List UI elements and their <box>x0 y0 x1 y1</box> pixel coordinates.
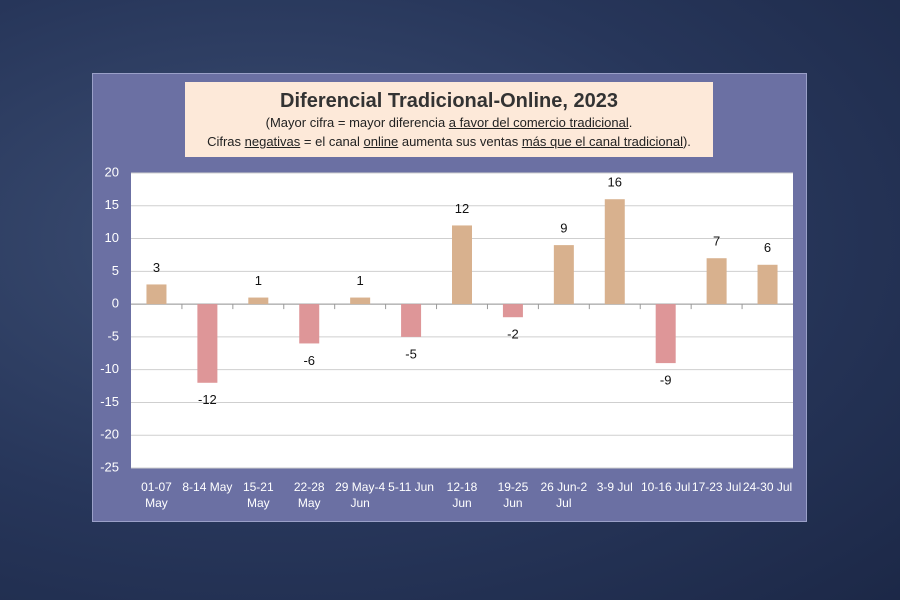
title-box: Diferencial Tradicional-Online, 2023 (Ma… <box>185 82 713 157</box>
y-tick-label: 15 <box>105 197 119 212</box>
bar <box>706 258 727 305</box>
value-label: 9 <box>560 221 567 236</box>
x-tick-label: 3-9 Jul <box>596 480 633 494</box>
subtitle-segment: (Mayor cifra = mayor diferencia <box>265 115 449 130</box>
bar <box>604 199 625 305</box>
x-tick-label: 01-07 May <box>141 480 172 510</box>
y-tick-label: 5 <box>112 263 119 278</box>
x-tick-label: 15-21 May <box>242 480 274 510</box>
subtitle-segment: a favor del comercio tradicional <box>448 115 629 130</box>
value-label: 3 <box>153 260 160 275</box>
subtitle-segment: más que el canal tradicional <box>521 134 683 149</box>
y-tick-label: -15 <box>100 394 119 409</box>
value-label: 7 <box>713 234 720 249</box>
y-tick-label: 20 <box>105 164 119 179</box>
bar <box>248 297 269 305</box>
bar <box>146 284 167 305</box>
value-label: 12 <box>455 201 469 216</box>
value-label: -6 <box>303 353 315 368</box>
value-label: -2 <box>507 327 519 342</box>
subtitle-segment: ). <box>682 134 691 149</box>
value-label: 1 <box>357 273 364 288</box>
x-tick-label: 8-14 May <box>182 480 233 494</box>
x-tick-label: 17-23 Jul <box>691 480 742 494</box>
value-label: 1 <box>255 273 262 288</box>
subtitle-segment: online <box>363 134 399 149</box>
value-label: 16 <box>608 175 622 190</box>
bar <box>502 304 523 318</box>
x-tick-label: 29 May-4 Jun <box>335 480 386 510</box>
x-tick-label: 12-18 Jun <box>446 480 478 510</box>
subtitle-segment: . <box>628 115 633 130</box>
x-tick-label: 24-30 Jul <box>742 480 793 494</box>
x-tick-label: 10-16 Jul <box>640 480 691 494</box>
y-tick-label: 0 <box>112 296 119 311</box>
subtitle-line: Cifras negativas = el canal online aumen… <box>185 132 713 151</box>
x-tick-label: 22-28 May <box>293 480 325 510</box>
plot-area <box>131 173 793 468</box>
x-tick-label: 5-11 Jun <box>388 480 434 494</box>
subtitle: (Mayor cifra = mayor diferencia a favor … <box>185 113 713 151</box>
value-label: -9 <box>660 373 672 388</box>
bar <box>757 264 778 305</box>
bar <box>197 304 218 383</box>
x-tick-label: 26 Jun-2 Jul <box>540 480 588 510</box>
value-label: -12 <box>198 392 217 407</box>
y-tick-label: 10 <box>105 230 119 245</box>
chart-title: Diferencial Tradicional-Online, 2023 <box>280 90 618 112</box>
value-label: -5 <box>405 346 417 361</box>
bar <box>299 304 320 344</box>
subtitle-segment: aumenta sus ventas <box>398 134 522 149</box>
subtitle-segment: = el canal <box>300 134 364 149</box>
bar <box>553 245 574 305</box>
y-tick-label: -5 <box>107 328 119 343</box>
value-label: 6 <box>764 240 771 255</box>
subtitle-segment: negativas <box>244 134 301 149</box>
y-tick-label: -25 <box>100 459 119 474</box>
y-tick-label: -20 <box>100 427 119 442</box>
y-tick-label: -10 <box>100 361 119 376</box>
subtitle-line: (Mayor cifra = mayor diferencia a favor … <box>185 113 713 132</box>
x-tick-label: 19-25 Jun <box>497 480 529 510</box>
bar <box>401 304 422 337</box>
bar <box>350 297 371 305</box>
bar <box>452 225 472 305</box>
bar <box>655 304 676 364</box>
subtitle-segment: Cifras <box>207 134 245 149</box>
